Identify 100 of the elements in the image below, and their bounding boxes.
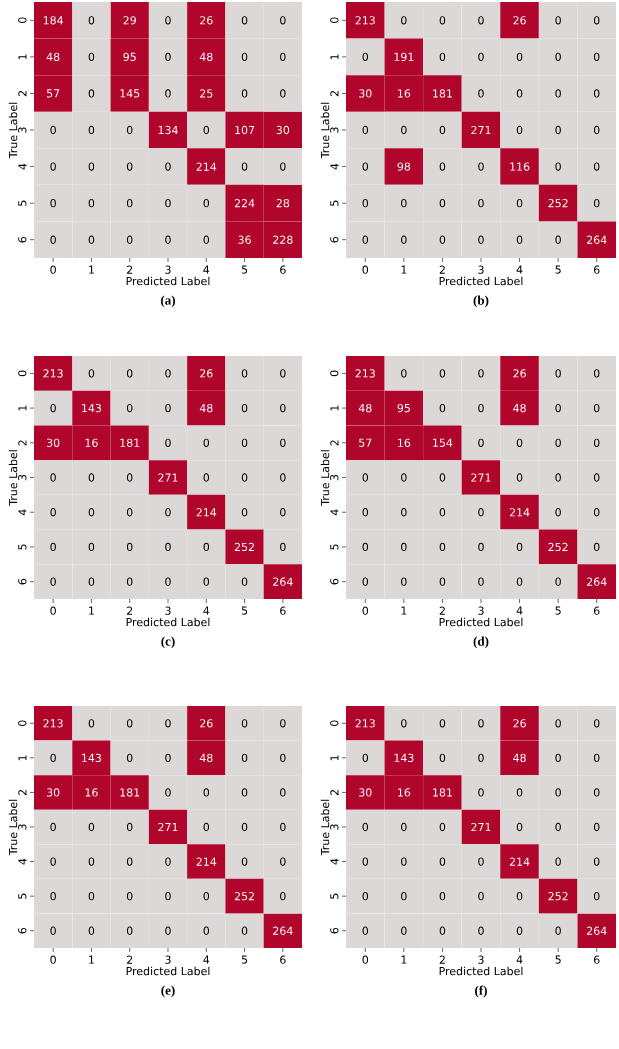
data-label: 0 — [50, 822, 56, 832]
data-label: 0 — [516, 577, 523, 586]
data-label: 48 — [199, 753, 213, 763]
data-label: 0 — [555, 369, 561, 378]
data-label: 0 — [203, 892, 210, 901]
data-label: 0 — [401, 235, 407, 244]
data-label: 0 — [401, 508, 407, 517]
data-label: 0 — [50, 125, 56, 135]
data-label: 0 — [126, 926, 133, 935]
data-label: 48 — [513, 403, 526, 413]
data-label: 0 — [50, 473, 56, 482]
data-label: 0 — [203, 473, 210, 482]
x-tick-label: 5 — [555, 606, 561, 615]
data-label: 213 — [355, 719, 375, 728]
data-label: 0 — [50, 235, 56, 244]
data-label: 0 — [280, 508, 286, 517]
data-label: 0 — [478, 16, 484, 25]
data-label: 0 — [165, 403, 171, 413]
data-label: 0 — [593, 788, 600, 797]
y-tick-label: 3 — [18, 127, 27, 133]
y-tick-label: 3 — [330, 824, 339, 830]
data-label: 134 — [158, 125, 178, 135]
y-tick-label: 3 — [18, 824, 27, 830]
data-label: 0 — [88, 822, 95, 832]
data-label: 30 — [359, 788, 372, 797]
data-label: 0 — [478, 926, 484, 935]
y-axis-title: True Label — [320, 450, 330, 506]
y-tick-label: 0 — [330, 720, 339, 727]
data-label: 0 — [555, 162, 561, 171]
x-tick-label: 5 — [555, 265, 561, 274]
data-label: 143 — [394, 753, 414, 763]
x-tick-label: 1 — [401, 265, 407, 274]
y-tick-label: 1 — [18, 405, 27, 411]
x-axis-title: Predicted Label — [439, 617, 523, 627]
data-label: 0 — [126, 235, 133, 244]
x-tick-label: 4 — [516, 265, 523, 274]
data-label: 0 — [593, 719, 600, 728]
data-label: 0 — [401, 125, 407, 135]
data-label: 16 — [398, 89, 411, 98]
y-tick-label: 6 — [18, 236, 27, 243]
y-tick-label: 6 — [330, 927, 339, 934]
y-tick-label: 6 — [18, 927, 27, 934]
data-label: 0 — [439, 892, 446, 901]
data-label: 26 — [200, 16, 213, 25]
data-label: 0 — [401, 577, 407, 586]
data-label: 0 — [50, 198, 56, 208]
data-label: 0 — [241, 788, 248, 797]
data-label: 0 — [516, 542, 523, 552]
y-axis-title: True Label — [320, 102, 330, 159]
data-label: 0 — [88, 719, 95, 728]
data-label: 0 — [439, 235, 446, 244]
data-label: 181 — [120, 788, 140, 797]
data-label: 0 — [241, 857, 248, 866]
data-label: 0 — [88, 926, 95, 935]
y-tick-label: 5 — [330, 544, 339, 550]
data-label: 0 — [439, 857, 446, 866]
data-label: 181 — [433, 89, 452, 98]
data-label: 0 — [241, 926, 248, 935]
data-label: 0 — [165, 508, 171, 517]
data-label: 0 — [439, 473, 446, 482]
data-label: 0 — [280, 822, 286, 832]
x-tick-label: 6 — [280, 265, 286, 274]
data-label: 26 — [513, 16, 526, 25]
data-label: 0 — [362, 162, 369, 171]
data-label: 154 — [433, 438, 453, 447]
data-label: 145 — [120, 89, 140, 98]
data-label: 0 — [478, 438, 484, 447]
data-label: 0 — [126, 473, 133, 482]
data-label: 214 — [509, 508, 530, 517]
data-label: 0 — [280, 162, 286, 171]
x-tick-label: 6 — [280, 606, 286, 615]
data-label: 0 — [555, 52, 561, 62]
data-label: 0 — [478, 403, 484, 413]
data-label: 30 — [46, 438, 60, 447]
data-label: 0 — [555, 89, 561, 98]
x-tick-label: 6 — [593, 265, 600, 274]
data-label: 0 — [516, 926, 523, 935]
data-label: 0 — [126, 857, 133, 866]
data-label: 0 — [165, 235, 171, 244]
data-label: 0 — [478, 89, 484, 98]
data-label: 0 — [88, 52, 95, 62]
data-label: 0 — [362, 198, 369, 208]
data-label: 0 — [593, 89, 600, 98]
data-label: 0 — [126, 542, 133, 552]
data-label: 48 — [513, 753, 526, 763]
data-label: 0 — [401, 198, 407, 208]
y-axis-title: True Label — [320, 799, 330, 856]
data-label: 0 — [401, 719, 407, 728]
text: (f) — [475, 985, 487, 998]
data-label: 0 — [593, 822, 600, 832]
y-tick-label: 2 — [330, 790, 339, 796]
data-label: 0 — [362, 892, 369, 901]
data-label: 184 — [43, 16, 64, 25]
y-tick-label: 0 — [18, 17, 27, 24]
data-label: 0 — [362, 577, 369, 586]
y-tick-label: 1 — [18, 755, 27, 761]
data-label: 0 — [126, 369, 133, 378]
y-tick-label: 1 — [330, 755, 339, 761]
x-axis-title: Predicted Label — [126, 276, 210, 286]
data-label: 0 — [478, 162, 484, 171]
